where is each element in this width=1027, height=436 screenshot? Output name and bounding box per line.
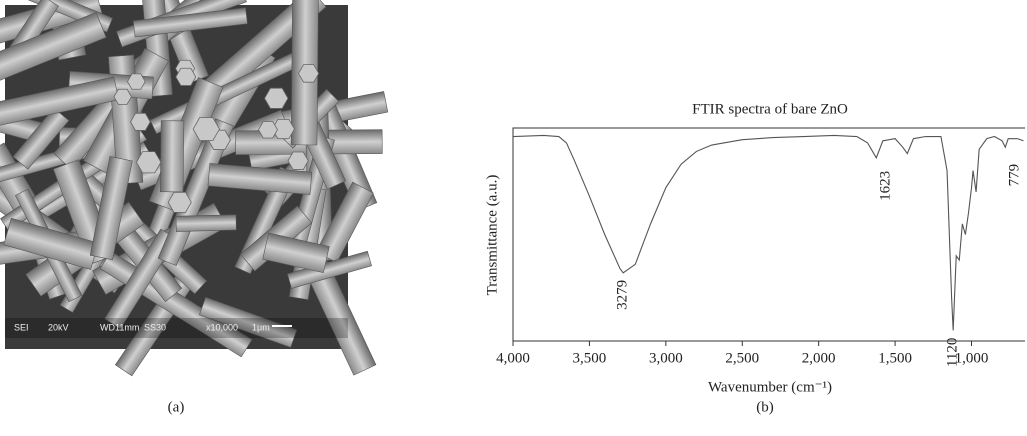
sem-label: WD11mm: [100, 322, 139, 332]
sem-rods: [0, 0, 389, 377]
sem-rod-tip: [192, 117, 220, 141]
sem-rod-tip: [167, 191, 192, 213]
sem-rod-tip: [135, 151, 162, 174]
spectrum-line: [512, 134, 1024, 331]
y-axis-label: Transmittance (a.u.): [484, 175, 500, 296]
peak-label: 1120: [945, 338, 961, 367]
sem-rod: [262, 232, 330, 274]
sem-rod: [207, 163, 313, 195]
sem-rod-tip: [287, 151, 309, 170]
peak-label: 1623: [878, 171, 894, 201]
sem-label: 20kV: [48, 322, 69, 332]
sem-info-bar: [5, 318, 348, 338]
x-axis-label: Wavenumber (cm⁻¹): [708, 379, 832, 395]
sem-rod: [132, 7, 248, 38]
x-tick-label: 2,500: [725, 350, 759, 366]
sem-rod-tip: [264, 87, 289, 109]
chart-title: FTIR spectra of bare ZnO: [692, 101, 848, 117]
caption-a: (a): [168, 399, 185, 415]
sem-rod: [12, 107, 70, 170]
sem-rod-tip: [298, 64, 320, 83]
sem-rod: [175, 214, 237, 232]
x-tick-label: 3,500: [573, 350, 607, 366]
sem-rod-tip: [130, 112, 151, 131]
sem-image: SEI 20kV WD11mm SS30 x10,000 1μm: [0, 0, 389, 377]
sem-label: SS30: [144, 322, 166, 332]
sem-rod-tip: [126, 73, 146, 90]
sem-rod-tip: [258, 121, 278, 139]
peak-label: 779: [1007, 164, 1023, 187]
sem-label: 1μm: [252, 322, 270, 332]
sem-rod: [199, 296, 298, 348]
x-tick-label: 4,000: [496, 350, 530, 366]
caption-b: (b): [756, 399, 774, 415]
sem-rod: [0, 76, 120, 135]
plot-frame: [512, 127, 1025, 341]
sem-rod: [290, 0, 319, 146]
peak-label: 3279: [615, 280, 631, 310]
x-tick-label: 2,000: [802, 350, 836, 366]
sem-rod: [89, 156, 133, 261]
sem-rod: [287, 250, 372, 289]
x-tick-label: 1,500: [878, 350, 912, 366]
x-tick-label: 1,000: [955, 350, 989, 366]
sem-rod-tip: [113, 88, 132, 105]
sem-rod-tip: [175, 67, 197, 86]
sem-label: x10,000: [206, 322, 238, 332]
x-tick-label: 3,000: [649, 350, 683, 366]
sem-rod: [160, 120, 185, 193]
sem-rod: [0, 12, 107, 92]
sem-label: SEI: [14, 322, 29, 332]
